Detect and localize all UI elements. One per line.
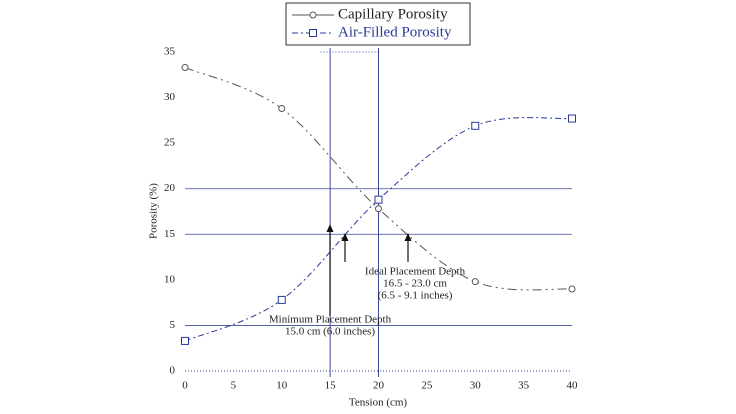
y-axis-label: Porosity (%) <box>148 183 160 239</box>
x-tick-label: 5 <box>231 380 237 392</box>
x-axis-label: Tension (cm) <box>349 397 408 409</box>
legend-label: Air-Filled Porosity <box>338 24 452 40</box>
y-tick-label: 5 <box>170 319 176 331</box>
legend-box <box>285 2 471 46</box>
point <box>181 63 189 71</box>
x-tick-label: 10 <box>276 380 288 392</box>
x-tick-label: 40 <box>567 380 579 392</box>
legend-label: Capillary Porosity <box>338 6 448 22</box>
annotation: 15.0 cm (6.0 inches) <box>285 326 375 338</box>
x-tick-label: 25 <box>421 380 433 392</box>
point <box>568 285 576 293</box>
point <box>374 195 383 204</box>
point <box>471 121 480 130</box>
arrow-head <box>341 233 349 241</box>
x-tick-label: 35 <box>518 380 530 392</box>
x-tick-label: 30 <box>470 380 482 392</box>
y-tick-label: 10 <box>164 273 176 285</box>
annotation: (6.5 - 9.1 inches) <box>378 290 453 302</box>
y-tick-label: 20 <box>164 182 176 194</box>
point <box>471 278 479 286</box>
annotation: Minimum Placement Depth <box>269 314 392 326</box>
point <box>181 336 189 345</box>
y-tick-label: 35 <box>164 46 176 58</box>
y-tick-label: 0 <box>170 365 176 377</box>
legend-marker <box>309 11 317 19</box>
annotation: 16.5 - 23.0 cm <box>383 278 447 290</box>
point <box>375 205 382 213</box>
y-tick-label: 30 <box>164 91 176 103</box>
arrow-head <box>326 224 334 232</box>
y-tick-label: 25 <box>164 137 176 149</box>
x-tick-label: 15 <box>325 380 337 392</box>
annotation: Ideal Placement Depth <box>365 266 466 278</box>
point <box>277 295 286 304</box>
point <box>568 114 576 123</box>
series-line <box>184 117 573 342</box>
x-tick-label: 20 <box>373 380 385 392</box>
x-tick-label: 0 <box>182 380 188 392</box>
arrow-head <box>404 233 412 241</box>
y-tick-label: 15 <box>164 228 176 240</box>
legend-marker <box>309 29 317 37</box>
point <box>278 105 286 113</box>
